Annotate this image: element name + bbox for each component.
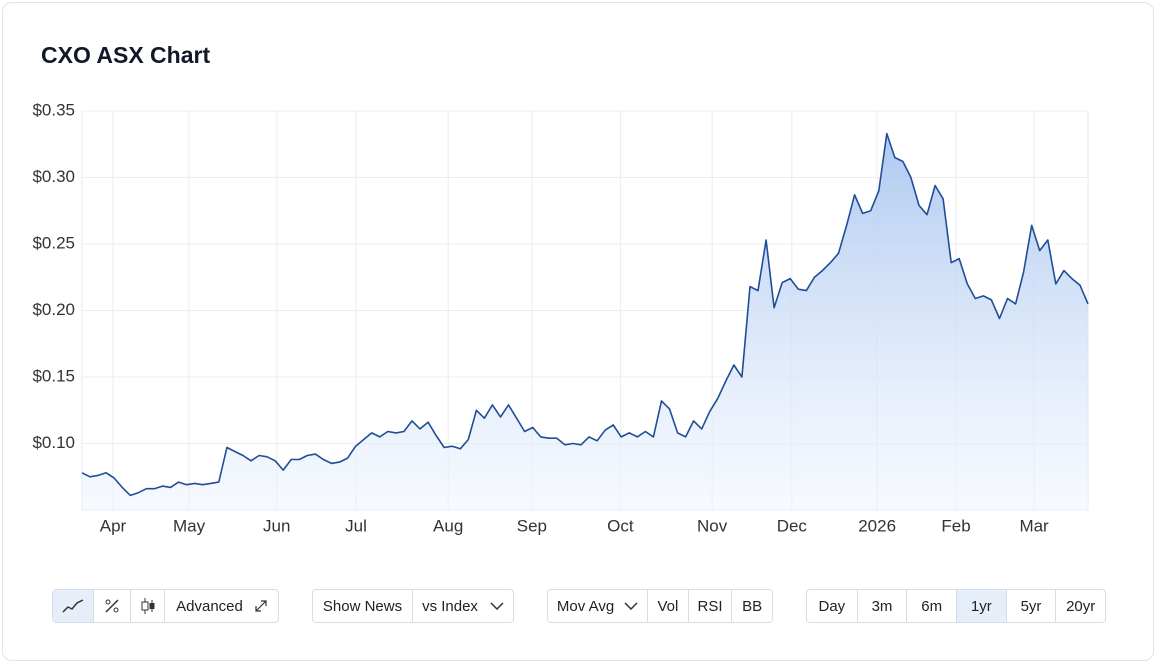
- button-label: Vol: [657, 597, 679, 615]
- button-label: Advanced: [176, 597, 243, 615]
- y-tick-label: $0.20: [32, 300, 75, 319]
- chart: $0.10 $0.15 $0.20 $0.25 $0.30 $0.35 Apr May Jun J…: [32, 100, 1089, 535]
- price-line: [81, 132, 1089, 497]
- x-tick-label: Apr: [100, 516, 127, 535]
- bb-button[interactable]: BB: [731, 590, 772, 622]
- style-group: Advanced: [52, 589, 279, 623]
- y-tick-label: $0.25: [32, 233, 75, 252]
- y-tick-label: $0.15: [32, 366, 75, 385]
- x-tick-label: Jul: [345, 516, 367, 535]
- percent-button[interactable]: [92, 590, 131, 622]
- range-button[interactable]: 3m: [856, 590, 907, 622]
- range-button[interactable]: 5yr: [1005, 590, 1056, 622]
- y-tick-label: $0.35: [32, 100, 75, 119]
- vs-index-dropdown[interactable]: vs Index: [412, 590, 513, 622]
- chart-title: CXO ASX Chart: [41, 42, 211, 68]
- button-label: RSI: [697, 597, 723, 615]
- mov-avg-dropdown[interactable]: Mov Avg: [548, 590, 647, 622]
- x-tick-label: 2026: [858, 516, 896, 535]
- y-tick-label: $0.10: [32, 433, 75, 452]
- advanced-button[interactable]: Advanced: [164, 590, 278, 622]
- range-group: Day 3m 6m 1yr 5yr 20yr: [806, 589, 1106, 623]
- vol-button[interactable]: Vol: [647, 590, 688, 622]
- button-label: Mov Avg: [556, 597, 615, 615]
- x-tick-label: Feb: [941, 516, 970, 535]
- x-tick-label: Jun: [263, 516, 290, 535]
- button-label: 6m: [921, 597, 943, 615]
- button-label: 5yr: [1020, 597, 1042, 615]
- line-chart-button[interactable]: [53, 590, 93, 622]
- x-tick-label: Aug: [433, 516, 463, 535]
- range-button[interactable]: 20yr: [1055, 590, 1105, 622]
- button-label: Show News: [322, 597, 403, 615]
- x-tick-label: Dec: [777, 516, 808, 535]
- x-tick-label: Oct: [607, 516, 634, 535]
- x-tick-label: May: [173, 516, 206, 535]
- button-label: BB: [742, 597, 763, 615]
- button-label: vs Index: [422, 597, 478, 615]
- button-label: 1yr: [970, 597, 992, 615]
- indicator-group: Mov Avg Vol RSI BB: [547, 589, 773, 623]
- button-label: 20yr: [1066, 597, 1096, 615]
- area: [82, 133, 1088, 510]
- x-tick-label: Mar: [1019, 516, 1049, 535]
- range-button[interactable]: 6m: [906, 590, 956, 622]
- range-button[interactable]: 1yr: [956, 590, 1006, 622]
- x-tick-label: Nov: [697, 516, 728, 535]
- range-button[interactable]: Day: [807, 590, 857, 622]
- button-label: Day: [818, 597, 846, 615]
- candlestick-button[interactable]: [130, 590, 164, 622]
- y-tick-label: $0.30: [32, 167, 75, 186]
- overlay-group: Show News vs Index: [312, 589, 514, 623]
- x-tick-label: Sep: [517, 516, 547, 535]
- button-label: 3m: [871, 597, 893, 615]
- rsi-button[interactable]: RSI: [687, 590, 732, 622]
- show-news-button[interactable]: Show News: [313, 590, 412, 622]
